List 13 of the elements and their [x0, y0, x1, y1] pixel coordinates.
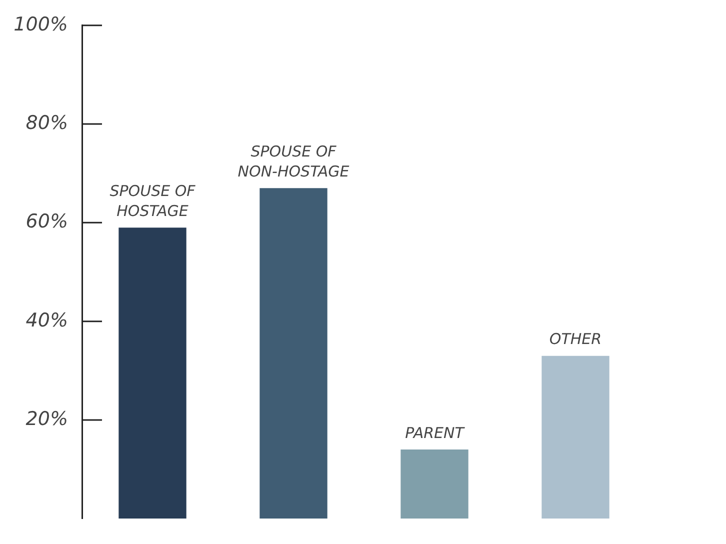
- bar: [118, 228, 186, 519]
- y-tick-label: 40%: [26, 309, 68, 332]
- y-tick-label: 80%: [26, 112, 68, 134]
- x-tick-label: OTHER: [549, 330, 602, 348]
- x-tick-label: SPOUSE OF NON-HOSTAGE: [238, 142, 350, 181]
- y-tick-label: 20%: [26, 408, 68, 430]
- bar: [542, 356, 610, 519]
- y-tick-label: 100%: [14, 13, 68, 36]
- x-tick-label: PARENT: [405, 424, 466, 442]
- x-tick-label: SPOUSE OF HOSTAGE: [110, 182, 196, 220]
- bar: [400, 450, 468, 519]
- y-tick-label: 60%: [26, 210, 68, 233]
- bar: [260, 188, 328, 519]
